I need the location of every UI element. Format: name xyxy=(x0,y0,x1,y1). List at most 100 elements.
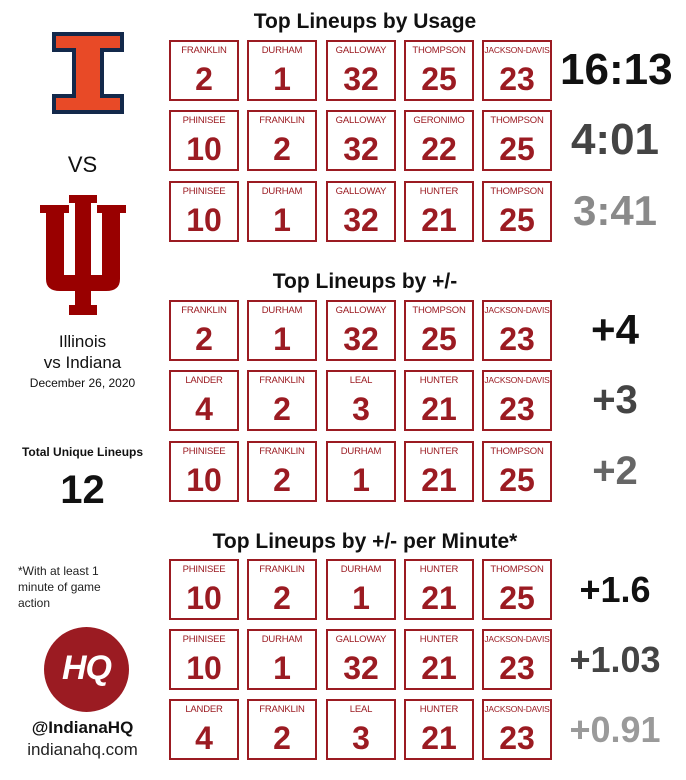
player-number: 2 xyxy=(195,321,213,357)
social-handle: @IndianaHQ xyxy=(31,718,134,737)
player-number: 2 xyxy=(273,580,291,616)
lineup-stat: +3 xyxy=(592,377,638,422)
player-number: 1 xyxy=(273,321,291,357)
player-number: 25 xyxy=(499,202,535,238)
player-number: 2 xyxy=(273,462,291,498)
matchup-line-2: vs Indiana xyxy=(43,353,122,372)
player-card: LANDER 4 xyxy=(169,370,239,431)
matchup-line-1: Illinois xyxy=(58,332,107,351)
player-name: JACKSON-DAVIS xyxy=(484,375,550,385)
player-number: 3 xyxy=(352,391,370,427)
player-number: 32 xyxy=(343,202,379,238)
lineup-row: FRANKLIN 2 DURHAM 1 GALLOWAY 32 THOMPSON 25 JACK… xyxy=(169,40,564,104)
indiana-logo xyxy=(40,195,126,315)
player-number: 32 xyxy=(343,321,379,357)
lineup-row: LANDER 4 FRANKLIN 2 LEAL 3 HUNTER 21 JACKSON-DAV… xyxy=(169,699,564,763)
player-card: GALLOWAY 32 xyxy=(326,40,396,101)
indiana-trident-icon xyxy=(40,195,126,315)
player-card: GERONIMO 22 xyxy=(404,110,474,171)
player-number: 4 xyxy=(195,720,213,756)
illinois-block-i-icon xyxy=(52,32,124,114)
player-card: THOMPSON 25 xyxy=(404,40,474,101)
indianahq-logo: HQ xyxy=(44,627,129,712)
player-card: PHINISEE 10 xyxy=(169,110,239,171)
player-card: DURHAM 1 xyxy=(247,40,317,101)
player-number: 10 xyxy=(186,462,222,498)
player-card: THOMPSON 25 xyxy=(482,181,552,242)
player-card: GALLOWAY 32 xyxy=(326,300,396,361)
player-name: DURHAM xyxy=(261,634,303,645)
player-card: DURHAM 1 xyxy=(247,181,317,242)
lineup-row: PHINISEE 10 FRANKLIN 2 DURHAM 1 HUNTER 21 THOMPS… xyxy=(169,559,564,623)
player-card: FRANKLIN 2 xyxy=(247,370,317,431)
player-number: 23 xyxy=(499,650,535,686)
footnote: *With at least 1 minute of game action xyxy=(18,564,101,610)
player-card: LEAL 3 xyxy=(326,699,396,760)
lineup-stat: +4 xyxy=(591,306,639,354)
player-card: HUNTER 21 xyxy=(404,181,474,242)
lineup-stat: 4:01 xyxy=(570,115,660,165)
player-number: 10 xyxy=(186,650,222,686)
player-card: DURHAM 1 xyxy=(326,441,396,502)
player-name: THOMPSON xyxy=(490,446,544,457)
lineup-row: LANDER 4 FRANKLIN 2 LEAL 3 HUNTER 21 JACKSON-DAV… xyxy=(169,370,564,434)
player-name: THOMPSON xyxy=(490,115,544,126)
player-number: 32 xyxy=(343,650,379,686)
player-card: THOMPSON 25 xyxy=(482,559,552,620)
illinois-logo xyxy=(52,32,124,114)
player-number: 21 xyxy=(421,720,457,756)
player-name: HUNTER xyxy=(419,186,459,197)
player-name: THOMPSON xyxy=(490,186,544,197)
player-number: 23 xyxy=(499,720,535,756)
player-name: FRANKLIN xyxy=(259,446,305,457)
player-name: FRANKLIN xyxy=(259,115,305,126)
lineup-stat: +2 xyxy=(592,448,638,493)
lineup-row: PHINISEE 10 FRANKLIN 2 DURHAM 1 HUNTER 21 THOMPS… xyxy=(169,441,564,505)
lineup-row: FRANKLIN 2 DURHAM 1 GALLOWAY 32 THOMPSON 25 JACK… xyxy=(169,300,564,364)
player-number: 32 xyxy=(343,131,379,167)
player-card: FRANKLIN 2 xyxy=(247,110,317,171)
player-number: 10 xyxy=(186,580,222,616)
player-number: 21 xyxy=(421,202,457,238)
player-name: JACKSON-DAVIS xyxy=(484,704,550,714)
unique-lineups-label: Total Unique Lineups xyxy=(21,445,144,459)
player-number: 21 xyxy=(421,650,457,686)
player-name: FRANKLIN xyxy=(181,305,227,316)
game-date: December 26, 2020 xyxy=(29,376,136,390)
player-name: GALLOWAY xyxy=(335,634,387,645)
player-name: HUNTER xyxy=(419,704,459,715)
unique-lineups-value: 12 xyxy=(60,468,105,512)
lineup-row: PHINISEE 10 DURHAM 1 GALLOWAY 32 HUNTER 21 JACKS… xyxy=(169,629,564,693)
player-card: PHINISEE 10 xyxy=(169,629,239,690)
player-number: 1 xyxy=(273,202,291,238)
player-card: THOMPSON 25 xyxy=(482,110,552,171)
player-card: JACKSON-DAVIS 23 xyxy=(482,629,552,690)
player-number: 21 xyxy=(421,580,457,616)
lineup-row: PHINISEE 10 FRANKLIN 2 GALLOWAY 32 GERONIMO 22 T… xyxy=(169,110,564,174)
vs-label: VS xyxy=(67,152,98,177)
player-card: THOMPSON 25 xyxy=(482,441,552,502)
player-name: GALLOWAY xyxy=(335,305,387,316)
player-card: HUNTER 21 xyxy=(404,699,474,760)
lineup-row: PHINISEE 10 DURHAM 1 GALLOWAY 32 HUNTER 21 THOMP… xyxy=(169,181,564,245)
player-card: DURHAM 1 xyxy=(326,559,396,620)
player-card: FRANKLIN 2 xyxy=(169,40,239,101)
player-name: PHINISEE xyxy=(182,115,226,126)
player-number: 2 xyxy=(273,391,291,427)
player-card: LEAL 3 xyxy=(326,370,396,431)
player-number: 1 xyxy=(352,462,370,498)
player-name: DURHAM xyxy=(340,564,382,575)
player-card: JACKSON-DAVIS 23 xyxy=(482,699,552,760)
lineup-stat: +0.91 xyxy=(569,708,661,750)
player-name: PHINISEE xyxy=(182,634,226,645)
player-name: FRANKLIN xyxy=(259,564,305,575)
player-name: THOMPSON xyxy=(490,564,544,575)
player-name: JACKSON-DAVIS xyxy=(484,45,550,55)
player-name: LANDER xyxy=(185,375,223,386)
lineup-stat: +1.03 xyxy=(569,638,661,680)
player-card: LANDER 4 xyxy=(169,699,239,760)
player-name: LANDER xyxy=(185,704,223,715)
player-number: 3 xyxy=(352,720,370,756)
player-name: FRANKLIN xyxy=(259,375,305,386)
section-title: Top Lineups by +/- per Minute* xyxy=(212,530,518,553)
